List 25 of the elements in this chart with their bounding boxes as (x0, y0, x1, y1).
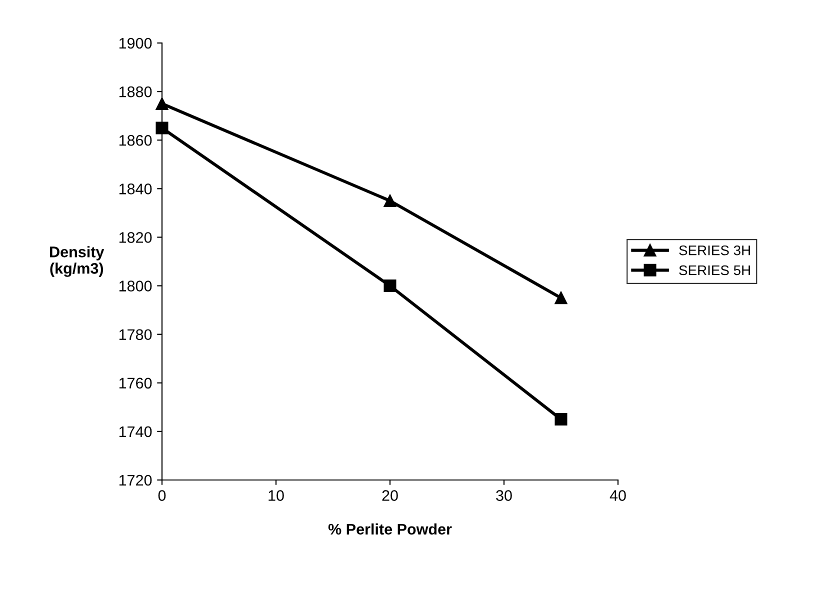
x-tick-label: 30 (496, 490, 512, 501)
y-tick-label: 1900 (119, 38, 152, 49)
x-tick-label: 40 (610, 490, 626, 501)
y-tick-label: 1800 (119, 280, 152, 292)
y-axis-title: Density (kg/m3) (50, 246, 104, 277)
y-tick-label: 1780 (119, 329, 152, 340)
y-tick-label: 1820 (119, 232, 152, 243)
x-axis-title: % Perlite Powder (328, 523, 452, 535)
y-tick-label: 1760 (119, 378, 152, 389)
point (384, 194, 396, 208)
y-tick-label: 1740 (119, 426, 152, 438)
point (156, 97, 168, 110)
point (156, 122, 168, 134)
y-tick-label: 1880 (119, 86, 152, 98)
x-tick-label: 10 (268, 490, 284, 501)
y-tick-label: 1840 (119, 184, 152, 194)
point (554, 413, 568, 426)
point (554, 292, 568, 304)
x-tick-label: 20 (382, 490, 398, 501)
point (384, 280, 396, 292)
legend-label: SERIES 5H (679, 265, 750, 276)
y-tick-label: 1860 (119, 134, 152, 146)
y-tick-label: 1720 (119, 474, 152, 486)
legend-label: SERIES 3H (679, 245, 750, 256)
x-tick-label: 0 (158, 490, 166, 501)
